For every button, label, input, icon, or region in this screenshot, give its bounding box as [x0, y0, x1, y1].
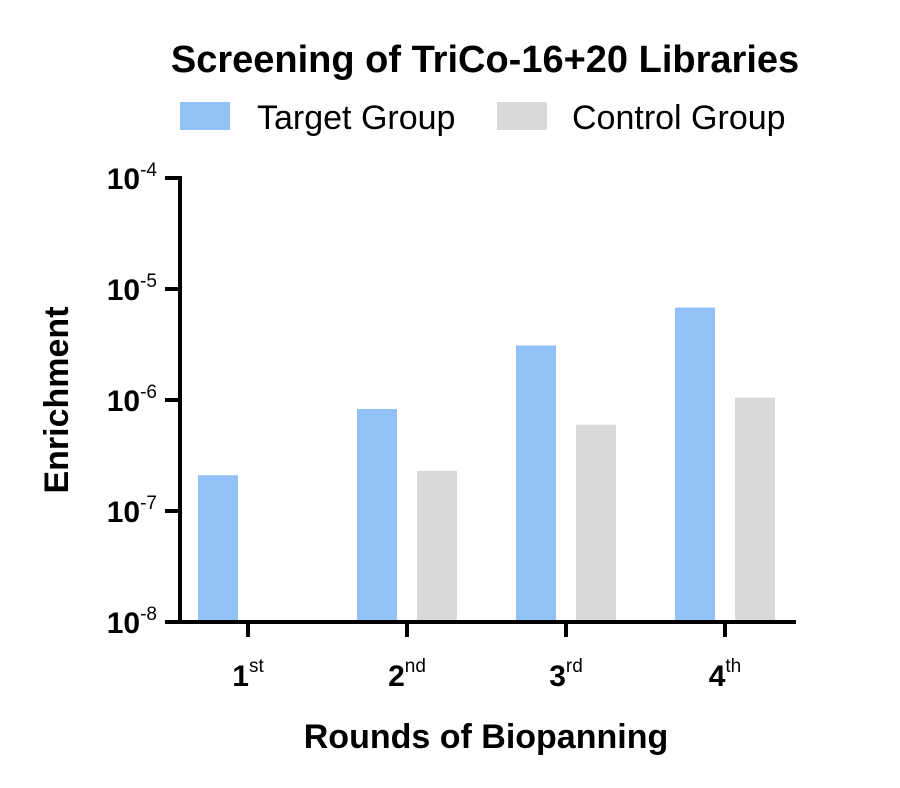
bar-control: [576, 424, 616, 622]
bar-target: [675, 307, 715, 622]
y-axis-label: Enrichment: [38, 306, 76, 493]
x-tick-label: 4th: [709, 656, 742, 693]
x-tick-label: 3rd: [549, 656, 583, 693]
legend-swatch-control: [497, 102, 547, 130]
y-axis-ticks: 10-4 10-5 10-6 10-7 10-8: [107, 160, 180, 640]
y-tick-label: 10-8: [107, 604, 157, 640]
x-axis-ticks: 1st 2nd 3rd 4th: [232, 622, 741, 693]
bar-control: [735, 397, 775, 622]
bar-target: [516, 345, 556, 622]
y-tick-label: 10-5: [107, 271, 157, 307]
bar-control: [417, 470, 457, 622]
y-tick-label: 10-7: [107, 493, 157, 529]
bar-target: [198, 475, 238, 622]
y-tick-label: 10-6: [107, 382, 157, 418]
legend: Target Group Control Group: [180, 99, 786, 137]
bars: [198, 307, 775, 622]
x-axis-label: Rounds of Biopanning: [304, 718, 669, 756]
bar-target: [357, 408, 397, 622]
x-tick-label: 2nd: [388, 656, 426, 693]
legend-swatch-target: [180, 102, 230, 130]
y-tick-label: 10-4: [107, 160, 158, 196]
legend-label-target: Target Group: [257, 99, 455, 137]
legend-label-control: Control Group: [572, 99, 786, 137]
chart-title: Screening of TriCo-16+20 Libraries: [171, 39, 799, 81]
x-tick-label: 1st: [232, 656, 264, 693]
